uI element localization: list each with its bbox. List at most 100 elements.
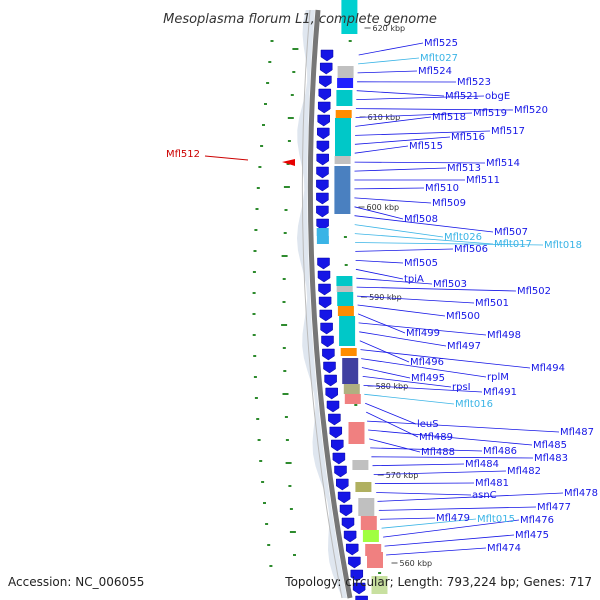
gene-label[interactable]: Mfl510 — [425, 183, 459, 194]
cds-arrow — [320, 322, 333, 335]
label-leader-lines — [354, 42, 564, 556]
gene-label[interactable]: Mfl483 — [534, 453, 568, 464]
gene-label[interactable]: Mfl484 — [465, 459, 499, 470]
gene-label[interactable]: Mfl494 — [531, 363, 565, 374]
gene-label[interactable]: Mfl496 — [410, 357, 444, 368]
cds-arrow — [323, 361, 336, 374]
kbp-tick-label: 600 kbp — [367, 203, 400, 212]
gene-label[interactable]: asnC — [472, 490, 497, 501]
gene-label[interactable]: Mfl511 — [466, 175, 500, 186]
gene-label[interactable]: Mfl517 — [491, 126, 525, 137]
gene-label[interactable]: Mfl521 — [445, 91, 479, 102]
gene-label[interactable]: Mfl514 — [486, 158, 520, 169]
label-leader — [356, 95, 485, 100]
cds-arrow — [332, 452, 346, 465]
label-leader — [361, 358, 487, 378]
kbp-tick-label: 620 kbp — [373, 24, 406, 33]
gene-label[interactable]: Mfl491 — [483, 387, 517, 398]
gene-label[interactable]: Mfl525 — [424, 38, 458, 49]
gene-label[interactable]: Mfl486 — [483, 446, 517, 457]
feature-block — [352, 460, 369, 470]
cds-arrow — [326, 400, 340, 413]
gene-label[interactable]: tpiA — [404, 274, 424, 285]
gene-label[interactable]: Mfl500 — [446, 311, 480, 322]
gene-label[interactable]: Mfl481 — [475, 478, 509, 489]
highlight-gene-label[interactable]: Mfl512 — [166, 149, 200, 160]
label-leader — [360, 349, 531, 369]
highlight-triangle-icon[interactable] — [282, 159, 295, 166]
gene-label[interactable]: Mfl478 — [564, 488, 598, 499]
gene-label[interactable]: Mflt026 — [444, 232, 482, 243]
highlight-marker[interactable]: Mfl512 — [166, 149, 295, 166]
gene-label[interactable]: Mfl487 — [560, 427, 594, 438]
gene-label[interactable]: Mfl488 — [421, 447, 455, 458]
gc-dot — [265, 523, 269, 525]
gene-label[interactable]: Mfl476 — [520, 515, 554, 526]
gene-label[interactable]: Mfl474 — [487, 543, 521, 554]
cds-arrow — [319, 309, 333, 322]
gene-label[interactable]: Mfl506 — [454, 244, 488, 255]
label-leader — [355, 242, 544, 246]
gene-label[interactable]: Mfl524 — [418, 66, 452, 77]
gene-label[interactable]: Mfl515 — [409, 141, 443, 152]
gene-label[interactable]: obgE — [485, 91, 510, 102]
gene-label[interactable]: Mfl516 — [451, 132, 485, 143]
gene-label[interactable]: rpsI — [452, 382, 471, 393]
label-leader — [356, 90, 445, 97]
gene-label[interactable]: Mfl503 — [433, 279, 467, 290]
gc-dot — [253, 355, 257, 357]
label-leader — [376, 492, 472, 496]
gc-dot — [260, 145, 264, 147]
gene-label[interactable]: Mflt016 — [455, 399, 493, 410]
gene-label[interactable]: Mfl520 — [514, 105, 548, 116]
cds-arrow — [337, 491, 351, 504]
gene-label[interactable]: Mflt015 — [477, 514, 515, 525]
label-leader — [354, 167, 447, 172]
gene-label[interactable]: Mfl479 — [436, 513, 470, 524]
gene-label[interactable]: Mfl505 — [404, 258, 438, 269]
gene-label[interactable]: Mfl489 — [419, 432, 453, 443]
cds-arrow — [345, 543, 359, 556]
gene-label[interactable]: Mfl507 — [494, 227, 528, 238]
gc-dot — [285, 462, 292, 464]
cds-arrow — [317, 114, 330, 127]
gene-label[interactable]: Mflt018 — [544, 240, 582, 251]
backbone-arc-inner — [301, 9, 343, 599]
label-leader — [357, 313, 406, 334]
gene-label[interactable]: Mfl497 — [447, 341, 481, 352]
gene-label[interactable]: Mfl485 — [533, 440, 567, 451]
label-leader — [384, 534, 515, 547]
gc-dot — [292, 48, 299, 50]
gc-dot — [253, 376, 257, 378]
gene-label[interactable]: Mfl482 — [507, 466, 541, 477]
gene-label[interactable]: Mfl501 — [475, 298, 509, 309]
gene-label[interactable]: leuS — [417, 419, 439, 430]
gene-label[interactable]: Mfl499 — [406, 328, 440, 339]
label-leader — [359, 340, 410, 363]
gene-label[interactable]: Mfl495 — [411, 373, 445, 384]
gene-label[interactable]: Mflt027 — [420, 53, 458, 64]
gene-label[interactable]: Mfl498 — [487, 330, 521, 341]
gene-label[interactable]: Mfl508 — [404, 214, 438, 225]
cds-arrow — [319, 75, 332, 88]
gene-label[interactable]: Mfl523 — [457, 77, 491, 88]
gene-label[interactable]: Mflt017 — [494, 239, 532, 250]
gc-dot — [256, 187, 260, 189]
label-leader — [355, 130, 491, 136]
gene-label[interactable]: Mfl477 — [537, 502, 571, 513]
gene-label[interactable]: Mfl509 — [432, 198, 466, 209]
gene-label[interactable]: rplM — [487, 372, 509, 383]
gc-dot — [293, 554, 296, 556]
gene-label[interactable]: Mfl502 — [517, 286, 551, 297]
cds-arrow — [316, 140, 330, 153]
gc-dot — [256, 418, 260, 420]
gc-dot — [348, 40, 352, 42]
gene-label[interactable]: Mfl518 — [432, 112, 466, 123]
label-leader — [359, 331, 447, 347]
gene-label[interactable]: Mfl475 — [515, 530, 549, 541]
gene-label[interactable]: Mfl519 — [473, 108, 507, 119]
cds-arrow — [317, 270, 331, 283]
gene-label[interactable]: Mfl513 — [447, 163, 481, 174]
cds-arrow — [324, 374, 337, 387]
